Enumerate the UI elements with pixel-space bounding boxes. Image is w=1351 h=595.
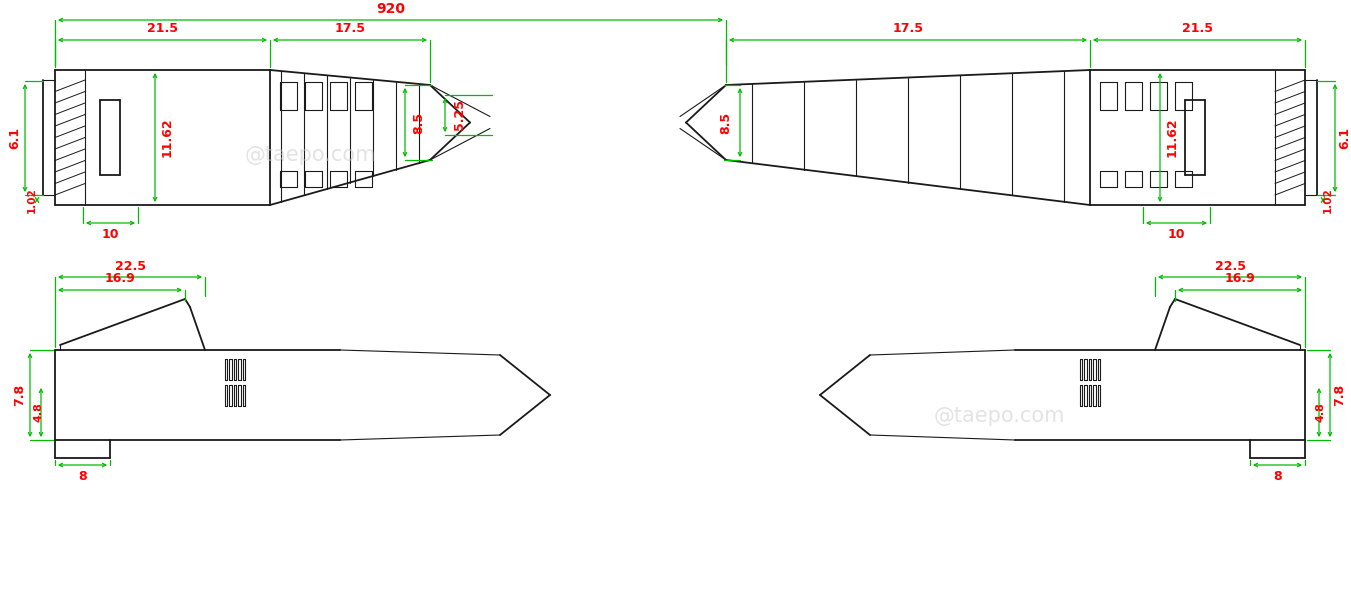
Text: @taepo.com: @taepo.com: [934, 406, 1066, 427]
Text: 17.5: 17.5: [893, 23, 924, 36]
Text: 4.8: 4.8: [34, 403, 45, 422]
Text: 1.02: 1.02: [1323, 187, 1333, 213]
Text: 7.8: 7.8: [14, 384, 27, 406]
Text: 22.5: 22.5: [115, 259, 146, 273]
Text: 21.5: 21.5: [147, 23, 178, 36]
Text: 7.8: 7.8: [1333, 384, 1347, 406]
Text: 6.1: 6.1: [8, 127, 22, 149]
Text: 8.5: 8.5: [720, 111, 732, 133]
Text: 10: 10: [1167, 227, 1185, 240]
Text: 920: 920: [376, 2, 405, 16]
Text: 16.9: 16.9: [104, 273, 135, 286]
Text: 10: 10: [101, 227, 119, 240]
Text: 8: 8: [1273, 469, 1282, 483]
Text: 22.5: 22.5: [1215, 259, 1246, 273]
Text: 11.62: 11.62: [161, 118, 173, 157]
Text: 16.9: 16.9: [1224, 273, 1255, 286]
Text: @taepo.com: @taepo.com: [245, 145, 377, 165]
Text: 8.5: 8.5: [412, 111, 426, 133]
Text: 17.5: 17.5: [335, 23, 366, 36]
Text: 21.5: 21.5: [1182, 23, 1213, 36]
Text: 5.25: 5.25: [453, 99, 466, 130]
Text: 4.8: 4.8: [1316, 403, 1325, 422]
Text: 8: 8: [78, 469, 86, 483]
Text: 11.62: 11.62: [1166, 118, 1178, 157]
Text: 1.02: 1.02: [27, 187, 36, 213]
Text: 6.1: 6.1: [1339, 127, 1351, 149]
